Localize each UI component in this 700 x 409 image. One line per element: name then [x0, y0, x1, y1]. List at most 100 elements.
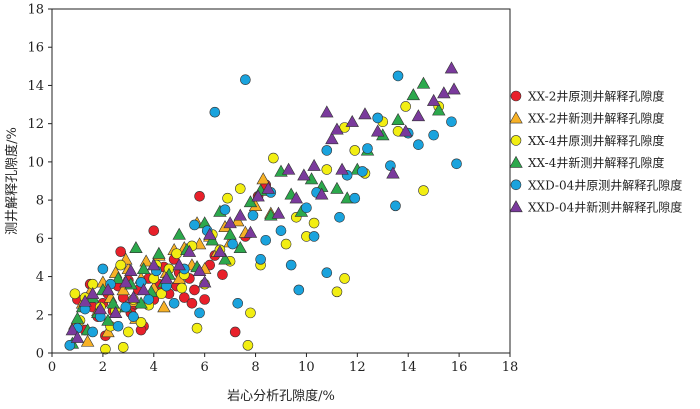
data-point	[124, 264, 138, 276]
data-point	[413, 139, 424, 150]
data-point	[97, 263, 109, 275]
legend-marker	[509, 200, 523, 213]
plot-frame	[51, 8, 511, 354]
data-point	[370, 124, 385, 137]
data-point	[451, 158, 462, 170]
data-point	[321, 267, 333, 279]
y-tick-label: 2	[36, 308, 44, 323]
data-point	[330, 122, 344, 135]
data-point	[217, 269, 228, 280]
data-point	[218, 252, 232, 265]
data-point	[159, 271, 174, 284]
legend-marker	[509, 111, 523, 124]
data-point	[209, 106, 221, 118]
data-point	[308, 217, 320, 229]
y-tick-label: 12	[27, 117, 44, 132]
data-point	[289, 191, 303, 204]
y-tick-label: 0	[36, 347, 44, 362]
data-point	[280, 238, 292, 250]
legend-marker	[509, 155, 523, 168]
legend: XX-2井原测井解释孔隙度 XX-2井新测井解释孔隙度 XX-4井原测井解释孔隙度 X…	[509, 89, 682, 215]
data-point	[330, 181, 344, 194]
x-tick-label: 4	[150, 360, 158, 375]
data-point	[186, 298, 198, 309]
data-point	[297, 168, 311, 181]
data-point	[112, 320, 124, 332]
data-point	[357, 166, 368, 177]
data-point	[64, 340, 76, 351]
data-point	[123, 326, 134, 338]
y-tick-label: 18	[27, 3, 44, 18]
x-tick-label: 18	[502, 360, 519, 375]
data-point	[171, 248, 182, 259]
plot-area	[64, 61, 462, 355]
x-tick-label: 0	[48, 360, 56, 375]
data-point	[386, 166, 400, 179]
data-point	[147, 258, 161, 271]
data-point	[358, 107, 372, 120]
legend-entry: XXD-04井新测井解释孔隙度	[509, 200, 682, 215]
data-point	[168, 298, 180, 309]
data-point	[233, 208, 248, 221]
data-point	[156, 288, 167, 300]
data-point	[120, 301, 132, 313]
legend-marker	[510, 179, 522, 191]
data-point	[392, 70, 404, 82]
y-axis-title: 测井解释孔隙度/%	[4, 127, 20, 235]
y-tick-label: 10	[27, 155, 44, 170]
data-point	[232, 298, 244, 309]
data-point	[400, 101, 411, 112]
data-point	[418, 185, 429, 196]
data-point	[285, 259, 297, 271]
data-point	[69, 288, 81, 300]
data-point	[126, 290, 141, 303]
data-point	[172, 258, 186, 271]
data-point	[390, 200, 401, 212]
data-point	[362, 143, 373, 154]
data-point	[293, 284, 305, 296]
data-point	[321, 145, 333, 156]
y-tick-label: 6	[36, 232, 44, 247]
data-point	[157, 300, 171, 313]
data-point	[87, 326, 99, 338]
legend-marker	[510, 90, 522, 102]
data-point	[70, 330, 85, 343]
data-point	[194, 307, 205, 319]
data-point	[115, 259, 126, 271]
data-point	[227, 238, 238, 250]
data-point	[261, 181, 275, 194]
x-tick-label: 10	[298, 360, 315, 375]
data-point	[233, 241, 248, 254]
legend-label: XXD-04井新测井解释孔隙度	[528, 200, 682, 215]
data-point	[301, 202, 312, 214]
x-tick-label: 12	[349, 360, 366, 375]
data-point	[432, 103, 446, 116]
data-point	[247, 210, 259, 221]
data-point	[411, 109, 426, 122]
data-point	[101, 313, 115, 326]
data-point	[219, 204, 231, 215]
data-point	[251, 189, 265, 202]
data-point	[108, 306, 123, 319]
data-point	[65, 323, 80, 336]
data-point	[335, 162, 349, 175]
y-tick-label: 4	[36, 270, 44, 285]
legend-entry: XX-2井原测井解释孔隙度	[510, 89, 664, 104]
axes: 0 2 4 6 8 10 12 14 16 18 0 2 4 6 8 10 12 14 16 18 岩心分析孔隙度/% 测…	[4, 3, 518, 405]
data-point	[426, 93, 441, 106]
data-point	[446, 116, 457, 128]
data-point	[197, 275, 212, 288]
x-tick-label: 16	[451, 360, 468, 375]
data-point	[398, 124, 413, 137]
data-point	[189, 284, 200, 296]
data-point	[349, 145, 361, 156]
data-point	[199, 294, 210, 305]
data-point	[321, 164, 333, 175]
series-6	[65, 61, 461, 343]
data-point	[242, 340, 254, 351]
data-point	[349, 192, 361, 204]
data-point	[275, 225, 287, 236]
legend-label: XX-2井原测井解释孔隙度	[528, 89, 664, 104]
legend-label: XX-4井新测井解释孔隙度	[528, 155, 664, 170]
data-point	[80, 334, 95, 347]
